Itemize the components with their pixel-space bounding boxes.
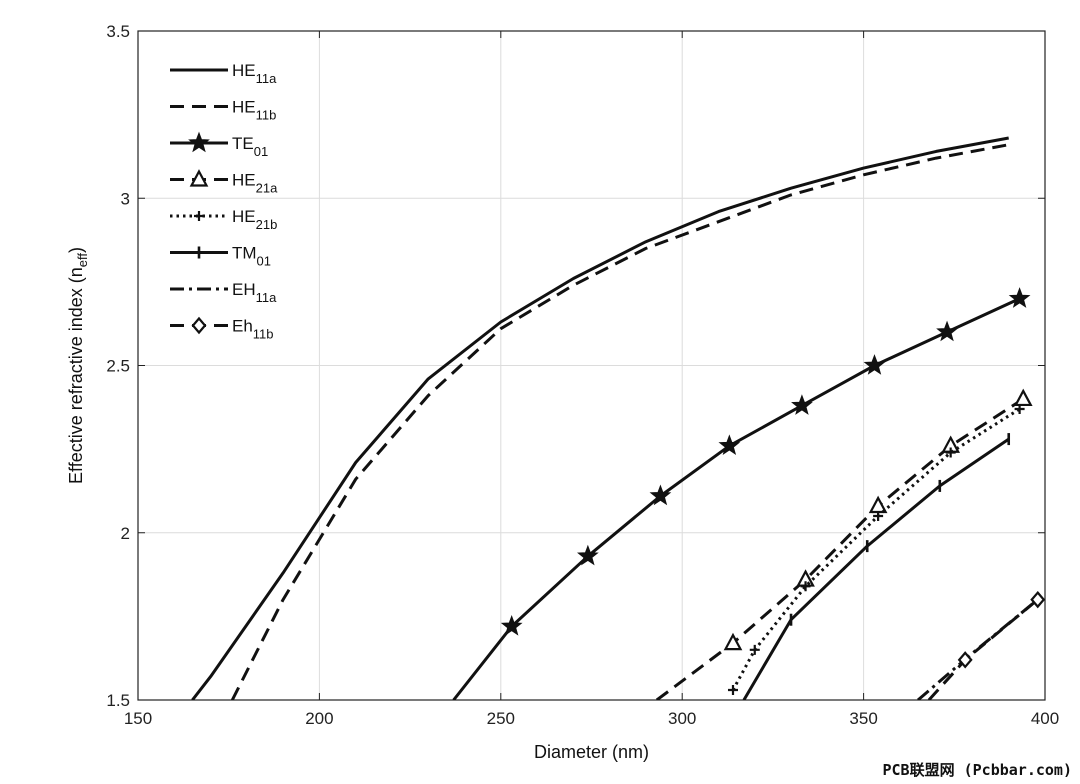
data-point-marker bbox=[1014, 403, 1025, 414]
legend-label: HE21b bbox=[232, 207, 277, 232]
y-axis-label-subscript: eff bbox=[75, 253, 90, 268]
series-he11a bbox=[191, 136, 1009, 700]
legend-entry: HE21b bbox=[170, 207, 277, 232]
legend-entry: HE11b bbox=[170, 98, 276, 123]
legend-label: TE01 bbox=[232, 134, 268, 159]
series-eh11b bbox=[927, 590, 1046, 700]
series-he21b bbox=[727, 403, 1025, 695]
data-point-marker bbox=[718, 434, 741, 456]
legend: HE11a HE11b TE01 HE21a HE21b TM01 EH11a Eh11b bbox=[170, 61, 278, 342]
data-point-marker bbox=[936, 320, 958, 342]
series-te01 bbox=[452, 287, 1031, 700]
legend-marker bbox=[189, 169, 209, 187]
data-point-marker bbox=[1013, 388, 1033, 407]
series-he11b bbox=[230, 143, 1009, 700]
legend-label: HE11a bbox=[232, 61, 277, 86]
x-tick-label: 150 bbox=[124, 709, 152, 728]
legend-entry: TM01 bbox=[170, 244, 271, 269]
y-tick-label: 2 bbox=[121, 524, 130, 543]
data-point-marker bbox=[749, 644, 760, 655]
legend-marker bbox=[191, 316, 207, 335]
legend-entry: Eh11b bbox=[170, 317, 274, 342]
legend-marker bbox=[188, 131, 210, 153]
y-tick-label: 2.5 bbox=[106, 357, 130, 376]
series-line bbox=[731, 407, 1021, 691]
legend-label: HE11b bbox=[232, 98, 276, 123]
legend-entry: HE11a bbox=[170, 61, 277, 86]
legend-entry: EH11a bbox=[170, 280, 277, 305]
x-tick-label: 250 bbox=[487, 709, 515, 728]
legend-entry: HE21a bbox=[170, 169, 278, 196]
legend-label: TM01 bbox=[232, 244, 271, 269]
data-point-marker bbox=[873, 511, 884, 522]
legend-marker bbox=[194, 211, 204, 221]
data-point-marker bbox=[500, 614, 523, 636]
data-point-marker bbox=[957, 651, 973, 669]
series-layer bbox=[191, 136, 1046, 700]
legend-label: EH11a bbox=[232, 280, 277, 305]
watermark-text: PCB联盟网 (Pcbbar.com) bbox=[882, 761, 1073, 779]
y-tick-label: 3.5 bbox=[106, 22, 130, 41]
data-point-marker bbox=[863, 354, 886, 375]
legend-label: Eh11b bbox=[232, 317, 274, 342]
data-point-marker bbox=[945, 447, 956, 458]
series-tm01 bbox=[742, 433, 1011, 700]
series-line bbox=[927, 598, 1039, 700]
x-tick-label: 400 bbox=[1031, 709, 1059, 728]
y-axis-label-close: ) bbox=[66, 247, 86, 253]
x-tick-label: 300 bbox=[668, 709, 696, 728]
y-axis-label: Effective refractive index (neff) bbox=[66, 247, 90, 484]
data-point-marker bbox=[1030, 590, 1046, 609]
y-tick-label: 1.5 bbox=[106, 691, 130, 710]
y-tick-label: 3 bbox=[121, 189, 130, 208]
data-point-marker bbox=[791, 394, 813, 415]
x-axis-label: Diameter (nm) bbox=[534, 742, 649, 762]
x-tick-label: 350 bbox=[849, 709, 877, 728]
series-line bbox=[655, 397, 1025, 700]
data-point-marker bbox=[723, 632, 743, 651]
data-point-marker bbox=[1008, 287, 1031, 308]
legend-label: HE21a bbox=[232, 171, 278, 196]
data-point-marker bbox=[649, 484, 672, 506]
grid-lines bbox=[137, 30, 1046, 701]
y-axis-label-main: Effective refractive index (n bbox=[66, 267, 86, 484]
data-point-marker bbox=[577, 544, 599, 566]
legend-entry: TE01 bbox=[170, 131, 268, 159]
x-tick-label: 200 bbox=[305, 709, 333, 728]
data-point-marker bbox=[727, 684, 738, 695]
data-point-marker bbox=[800, 581, 811, 592]
series-line bbox=[230, 143, 1009, 700]
tick-labels: 150 200 250 300 350 400 1.5 2 2.5 3 3.5 bbox=[106, 22, 1059, 728]
series-line bbox=[191, 136, 1009, 700]
